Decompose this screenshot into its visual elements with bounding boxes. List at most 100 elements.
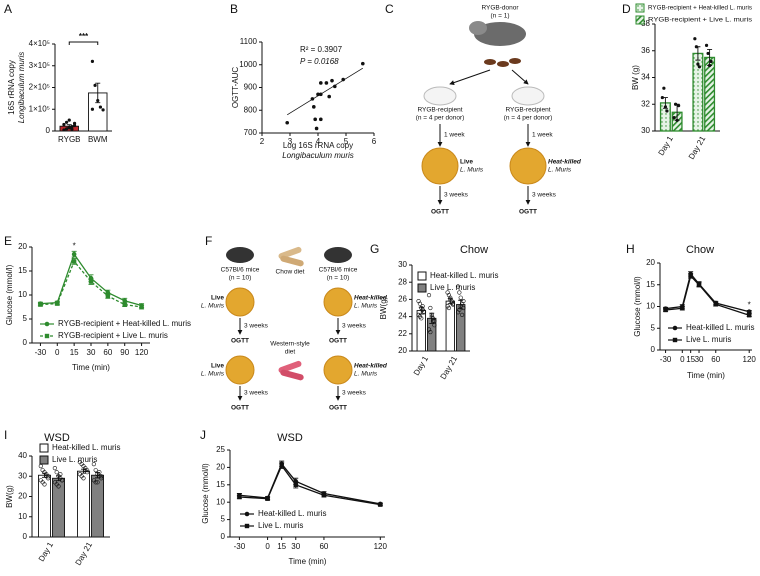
y-tick-label: 1000 (239, 60, 257, 69)
x-axis-label: Log 16S rRNA copy (283, 141, 353, 150)
data-point (426, 293, 432, 298)
data-point (279, 463, 284, 468)
data-point (707, 63, 712, 68)
x-tick-label: 60 (319, 542, 328, 551)
data-point (330, 78, 334, 83)
y-tick-label: 20 (18, 242, 27, 251)
y-tick-label: 20 (18, 492, 27, 501)
pellet (509, 58, 521, 64)
bar (38, 474, 51, 538)
diagram-text: Chow diet (276, 269, 305, 276)
x-tick-label: 5 (344, 137, 349, 146)
data-point (88, 279, 94, 284)
pellet (497, 61, 509, 67)
x-tick-label: 2 (260, 137, 265, 146)
annotation: P = 0.0168 (300, 57, 339, 66)
data-point (663, 307, 668, 313)
x-axis-label: Time (min) (72, 363, 110, 372)
x-tick-label: 30 (695, 355, 704, 364)
legend-marker (244, 511, 250, 517)
data-point (90, 107, 95, 111)
y-tick-label: 40 (18, 451, 27, 460)
data-point (46, 476, 51, 481)
legend-swatch (39, 455, 49, 465)
y-axis-label: BW(g) (379, 296, 388, 319)
diagram-text: OGTT (519, 209, 537, 216)
data-point (672, 116, 676, 120)
y-tick-label: 10 (18, 512, 27, 521)
legend-swatch (39, 443, 49, 453)
data-point (706, 51, 710, 56)
y-tick-label: 20 (398, 346, 407, 355)
data-point (293, 482, 298, 487)
data-point (673, 102, 678, 106)
panel-letter: C (385, 2, 394, 16)
pellet (484, 59, 496, 65)
diagram-text: L. Muris (201, 371, 225, 378)
x-tick-label: Day 1 (412, 354, 431, 377)
panel-letter: E (4, 234, 12, 248)
x-tick-label: Day 21 (74, 540, 95, 567)
legend-marker (44, 321, 50, 327)
data-point (704, 43, 709, 48)
y-tick-label: 0 (46, 126, 51, 135)
data-point (91, 462, 96, 467)
legend-label: Live L. muris (258, 521, 303, 530)
data-point (62, 122, 66, 127)
diagram-text: Heat-killed (548, 159, 582, 166)
data-point (333, 84, 337, 89)
diagram-text: 3 weeks (444, 192, 469, 199)
bacteria-culture (323, 287, 353, 317)
data-point (663, 105, 668, 109)
significance-bracket (68, 41, 99, 45)
diagram-text: (n = 10) (327, 275, 350, 282)
diagram-text: Live (460, 159, 473, 166)
diagram-text: 3 weeks (244, 323, 269, 330)
legend-label: Live L. muris (430, 283, 475, 292)
significance: * (748, 301, 751, 310)
wsd-pellet (280, 369, 304, 381)
chart-title: Chow (686, 244, 714, 256)
x-axis-label: Time (min) (289, 557, 327, 566)
diagram-text: OGTT (329, 338, 347, 345)
x-tick-label: 0 (265, 542, 270, 551)
y-axis-label: Glucose (mmol/l) (201, 463, 210, 524)
data-point (265, 496, 270, 501)
x-tick-label: 4 (316, 137, 321, 146)
x-axis-label: Time (min) (687, 371, 725, 380)
data-point (665, 109, 669, 113)
x-tick-label: BWM (88, 135, 108, 144)
diagram-text: C57Bl/6 mice (221, 267, 260, 274)
recipient-rat (423, 86, 457, 106)
data-point (237, 494, 242, 500)
diagram-text: (n = 10) (229, 275, 252, 282)
fit-line (286, 67, 364, 116)
data-point (696, 62, 700, 66)
data-point (660, 95, 664, 100)
y-axis-label: BW(g) (5, 485, 14, 508)
data-point (696, 282, 702, 287)
y-tick-label: 3×10⁵ (29, 61, 50, 70)
data-point (420, 304, 425, 309)
data-point (426, 327, 432, 332)
data-point (416, 299, 421, 304)
y-tick-label: 20 (216, 463, 225, 472)
panel-letter: B (230, 2, 238, 16)
legend-label: RYGB-recipient + Live L. muris (58, 331, 168, 340)
significance: *** (79, 32, 89, 41)
y-axis-label: Longibaculum muris (17, 52, 26, 124)
y-axis-label: 16S rRNA copy (7, 60, 16, 115)
data-point (421, 309, 427, 314)
data-point (458, 295, 463, 300)
legend-swatch (417, 283, 427, 293)
diagram-f-art (225, 246, 353, 401)
data-point (430, 316, 436, 321)
diagram-text: RYGB-donor (481, 5, 519, 12)
diagram-text: (n = 1) (491, 13, 510, 20)
data-point (446, 305, 452, 311)
y-tick-label: 900 (244, 83, 258, 92)
x-tick-label: 15 (277, 542, 286, 551)
y-tick-label: 0 (651, 345, 656, 354)
data-point (455, 310, 461, 315)
